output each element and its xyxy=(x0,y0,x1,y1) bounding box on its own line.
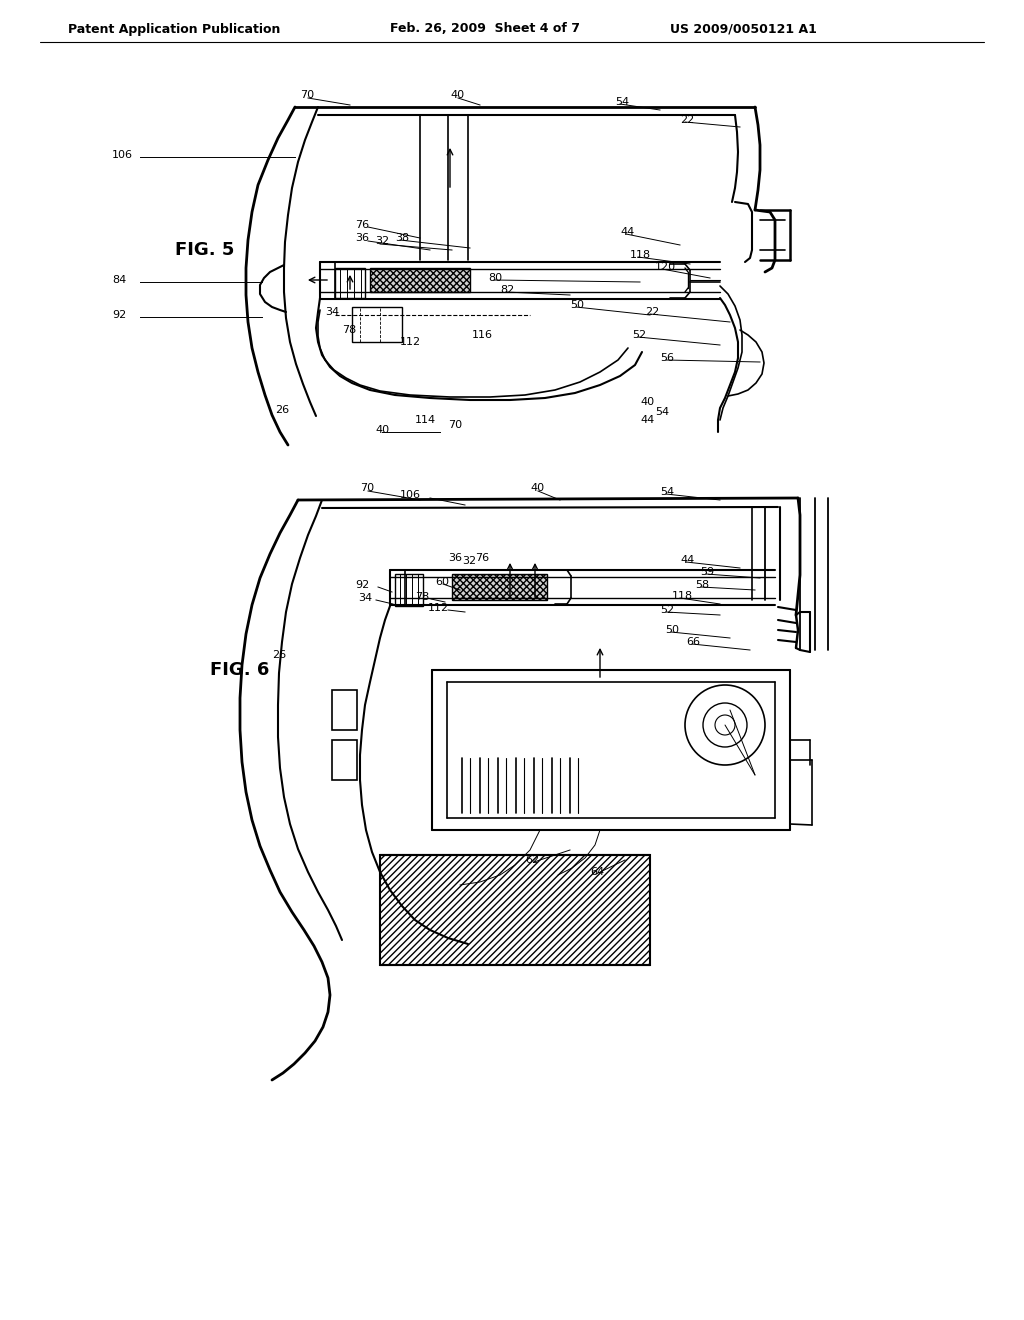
Text: 118: 118 xyxy=(672,591,693,601)
Bar xyxy=(380,855,650,965)
Bar xyxy=(452,574,547,601)
Text: 106: 106 xyxy=(112,150,133,160)
Text: 32: 32 xyxy=(462,556,476,566)
Text: 59: 59 xyxy=(700,568,714,577)
Bar xyxy=(335,268,365,298)
Text: 26: 26 xyxy=(275,405,289,414)
Text: 120: 120 xyxy=(655,261,676,272)
Text: 78: 78 xyxy=(342,325,356,335)
Text: 76: 76 xyxy=(355,220,369,230)
Text: US 2009/0050121 A1: US 2009/0050121 A1 xyxy=(670,22,817,36)
Text: 34: 34 xyxy=(358,593,372,603)
Text: 116: 116 xyxy=(472,330,493,341)
Text: 112: 112 xyxy=(428,603,450,612)
Text: 44: 44 xyxy=(680,554,694,565)
Text: 50: 50 xyxy=(665,624,679,635)
Text: 22: 22 xyxy=(645,308,659,317)
Text: 106: 106 xyxy=(400,490,421,500)
Text: 60: 60 xyxy=(435,577,449,587)
Text: 52: 52 xyxy=(632,330,646,341)
Text: FIG. 5: FIG. 5 xyxy=(175,242,234,259)
Text: 64: 64 xyxy=(590,867,604,876)
Text: 40: 40 xyxy=(450,90,464,100)
Text: 58: 58 xyxy=(695,579,710,590)
Text: 66: 66 xyxy=(686,638,700,647)
Text: 40: 40 xyxy=(530,483,544,492)
Text: 56: 56 xyxy=(660,352,674,363)
Text: FIG. 6: FIG. 6 xyxy=(210,661,269,678)
Text: 54: 54 xyxy=(615,96,629,107)
Text: 80: 80 xyxy=(488,273,502,282)
Text: 84: 84 xyxy=(112,275,126,285)
Text: 38: 38 xyxy=(395,234,410,243)
Text: 36: 36 xyxy=(355,234,369,243)
Text: 92: 92 xyxy=(112,310,126,319)
Text: Feb. 26, 2009  Sheet 4 of 7: Feb. 26, 2009 Sheet 4 of 7 xyxy=(390,22,580,36)
Text: 40: 40 xyxy=(640,397,654,407)
Text: 54: 54 xyxy=(655,407,669,417)
Text: 44: 44 xyxy=(620,227,634,238)
Text: 44: 44 xyxy=(640,414,654,425)
Text: 36: 36 xyxy=(449,553,462,564)
Text: 112: 112 xyxy=(400,337,421,347)
Text: 82: 82 xyxy=(500,285,514,294)
Text: 114: 114 xyxy=(415,414,436,425)
Text: 70: 70 xyxy=(300,90,314,100)
Text: 52: 52 xyxy=(660,605,674,615)
Bar xyxy=(332,690,357,730)
Text: 92: 92 xyxy=(355,579,370,590)
Text: 40: 40 xyxy=(375,425,389,436)
Text: 32: 32 xyxy=(375,236,389,246)
Text: 54: 54 xyxy=(660,487,674,498)
Bar xyxy=(370,268,470,292)
Text: 34: 34 xyxy=(325,308,339,317)
Text: 118: 118 xyxy=(630,249,651,260)
Bar xyxy=(395,574,423,606)
Text: 50: 50 xyxy=(570,300,584,310)
Text: Patent Application Publication: Patent Application Publication xyxy=(68,22,281,36)
Text: 22: 22 xyxy=(680,115,694,125)
Bar xyxy=(352,308,402,342)
Text: 70: 70 xyxy=(360,483,374,492)
Text: 78: 78 xyxy=(415,591,429,602)
Text: 26: 26 xyxy=(272,649,286,660)
Text: 76: 76 xyxy=(475,553,489,564)
Text: 62: 62 xyxy=(525,855,539,865)
Bar xyxy=(332,741,357,780)
Text: 70: 70 xyxy=(449,420,462,430)
